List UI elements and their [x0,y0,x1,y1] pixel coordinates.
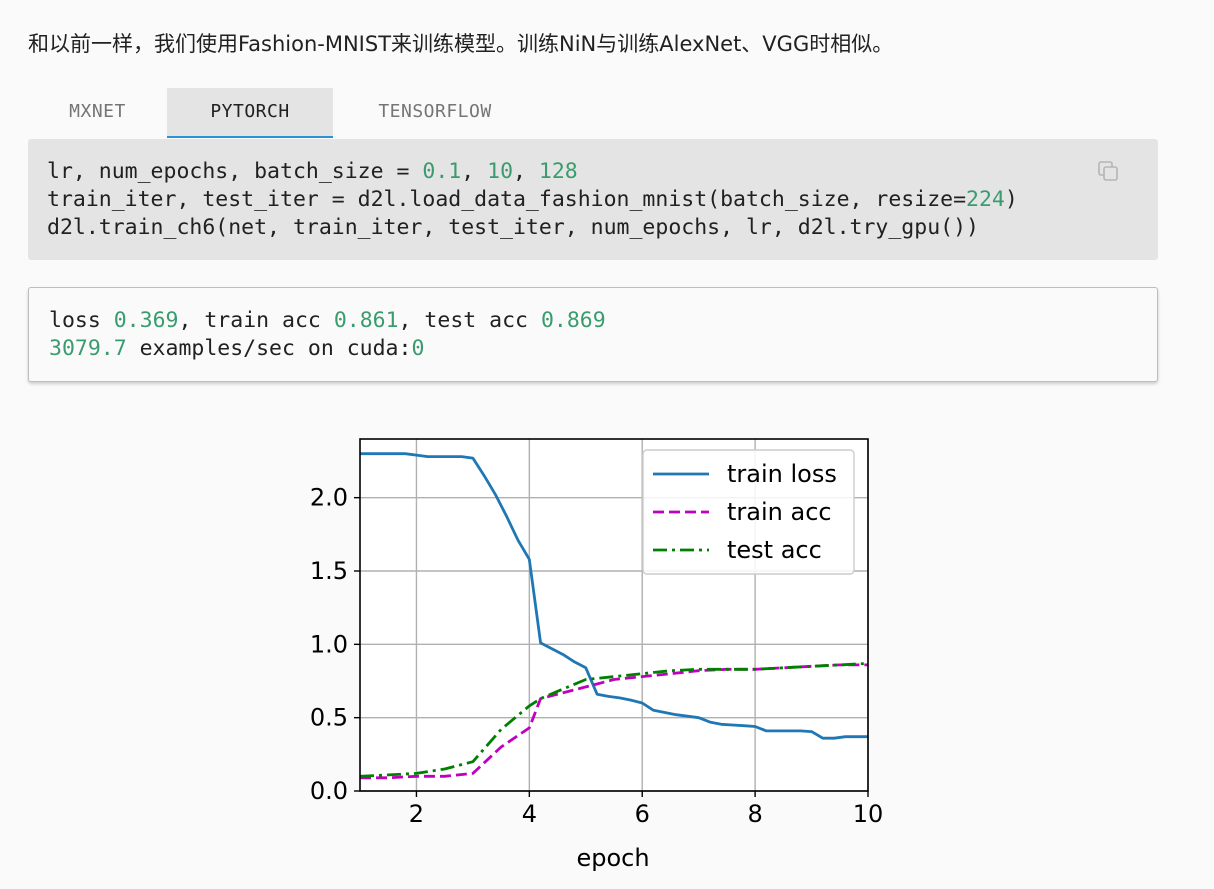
x-axis-label: epoch [576,844,649,872]
series-line-train-acc [360,663,868,780]
tab-mxnet[interactable]: MXNET [69,101,126,122]
code-line-2: train_iter, test_iter = d2l.load_data_fa… [47,187,1018,212]
output-block: loss 0.369, train acc 0.861, test acc 0.… [28,287,1158,382]
output-segment: , train acc [178,308,334,333]
axes-frame [359,438,869,792]
tab-tensorflow[interactable]: TENSORFLOW [378,101,492,122]
code-line-1: lr, num_epochs, batch_size = 0.1, 10, 12… [47,159,578,184]
intro-paragraph: 和以前一样，我们使用Fashion-MNIST来训练模型。训练NiN与训练Ale… [28,32,894,56]
code-segment: ) [1004,187,1018,212]
output-segment: , test acc [398,308,541,333]
output-line-1: loss 0.369, train acc 0.861, test acc 0.… [49,308,606,333]
code-text: lr, num_epochs, batch_size = 0.1, 10, 12… [47,158,1018,242]
legend-label: train acc [727,498,832,526]
output-number: 3079.7 [49,336,127,361]
output-line-2: 3079.7 examples/sec on cuda:0 [49,336,424,361]
y-tick-label: 0.0 [310,777,348,805]
training-chart: 2 4 6 8 10 0.0 0.5 1.0 1.5 2.0 epoch train loss trai… [310,438,884,872]
tab-pytorch[interactable]: PYTORCH [167,88,333,138]
output-number: 0.369 [113,308,179,333]
y-tick-label: 0.5 [310,704,348,732]
code-segment: train_iter, test_iter = d2l.load_data_fa… [47,187,967,212]
x-tick-label: 4 [522,800,537,828]
code-number: 128 [538,159,578,184]
series-line-train-loss [360,452,868,740]
output-text: loss 0.369, train acc 0.861, test acc 0.… [49,307,606,363]
x-tick-label: 6 [635,800,650,828]
code-number: 224 [966,187,1005,212]
legend-label: test acc [727,536,822,564]
code-block[interactable]: lr, num_epochs, batch_size = 0.1, 10, 12… [28,139,1158,260]
code-segment: lr, num_epochs, batch_size = [47,159,423,184]
legend-box [642,449,855,575]
output-number: 0.869 [540,308,606,333]
framework-tabs: MXNET PYTORCH TENSORFLOW [28,88,537,138]
code-number: 0.1 [422,159,462,184]
code-line-3: d2l.train_ch6(net, train_iter, test_iter… [47,215,979,240]
output-number: 0 [411,336,425,361]
y-tick-label: 1.5 [310,557,348,585]
output-segment: loss [49,308,114,333]
y-tick-label: 2.0 [310,484,348,512]
code-segment: , [513,159,539,184]
legend-label: train loss [727,460,837,488]
copy-icon[interactable] [1096,159,1120,183]
series-line-test-acc [359,662,869,778]
code-segment: , [461,159,488,184]
x-tick-label: 10 [853,800,884,828]
output-number: 0.861 [333,308,399,333]
code-number: 10 [487,159,514,184]
output-segment: examples/sec on cuda: [126,336,412,361]
x-tick-label: 2 [409,800,424,828]
y-tick-label: 1.0 [310,630,348,658]
x-tick-label: 8 [747,800,762,828]
